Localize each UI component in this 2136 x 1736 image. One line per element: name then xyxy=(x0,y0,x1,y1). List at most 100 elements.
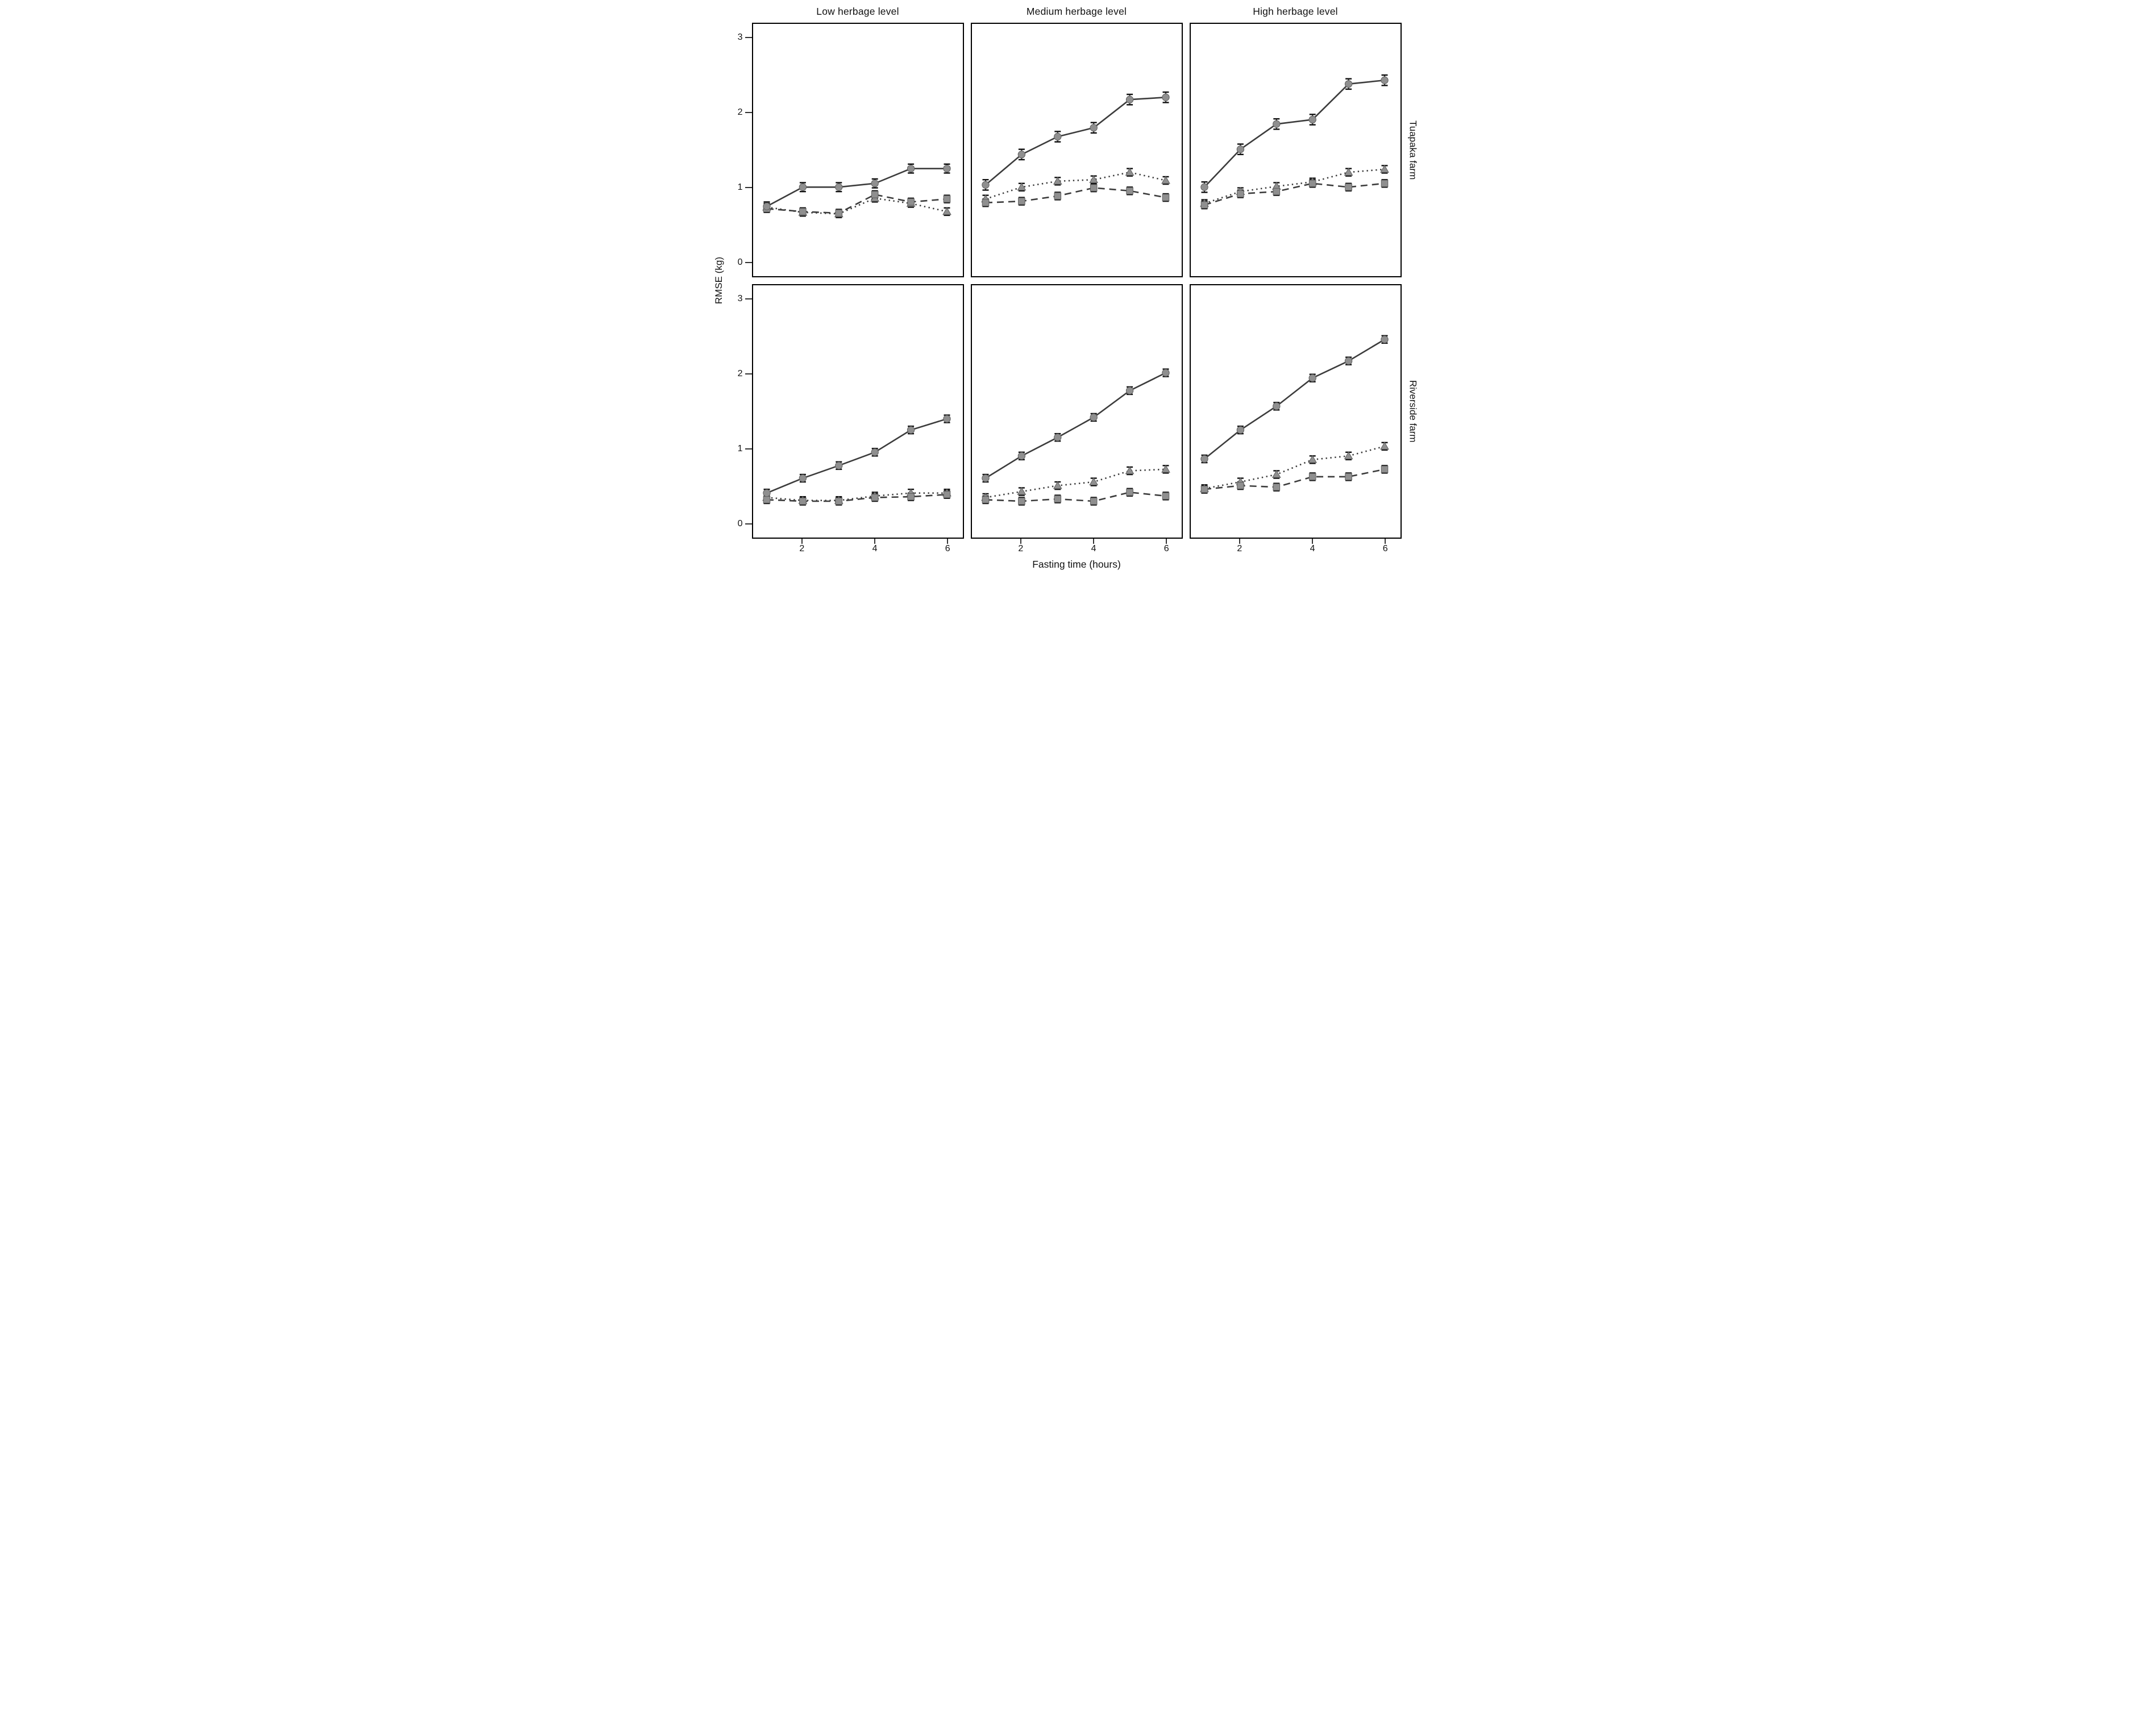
panel-riverside-low xyxy=(751,284,964,539)
marker-square xyxy=(1236,482,1244,489)
marker-circle xyxy=(1200,455,1208,463)
marker-circle xyxy=(1344,357,1352,365)
marker-circle xyxy=(1090,124,1098,132)
marker-circle xyxy=(799,183,807,191)
marker-square xyxy=(943,490,950,498)
marker-circle xyxy=(1236,145,1244,153)
y-tick-mark xyxy=(745,448,752,449)
marker-square xyxy=(1381,180,1388,188)
y-tick-label: 2 xyxy=(737,369,743,379)
marker-circle xyxy=(981,474,990,482)
marker-triangle xyxy=(1053,176,1062,185)
x-tick-mark xyxy=(947,539,949,544)
panel-tuapaka-high xyxy=(1189,23,1402,277)
x-tick-mark xyxy=(801,539,803,544)
panel-plot-area xyxy=(762,163,951,219)
series-line-dotted-triangle xyxy=(766,492,947,502)
series-line-dashed-square xyxy=(985,492,1166,502)
series-line-dashed-square xyxy=(1204,468,1385,490)
marker-square xyxy=(871,191,878,198)
x-tick-mark xyxy=(1312,539,1314,544)
marker-square xyxy=(907,198,915,206)
series-line-solid-circle xyxy=(1203,79,1385,188)
x-tick-label: 2 xyxy=(1237,544,1242,553)
x-tick-mark xyxy=(1020,539,1021,544)
marker-square xyxy=(1017,497,1025,505)
series-line-dashed-square xyxy=(766,193,947,214)
marker-square xyxy=(982,496,989,503)
series-line-solid-circle xyxy=(984,372,1166,479)
x-tick-mark xyxy=(1166,539,1167,544)
marker-triangle xyxy=(1125,168,1134,176)
panel-plot-area xyxy=(980,368,1170,506)
marker-triangle xyxy=(1053,481,1062,489)
series-line-dotted-triangle xyxy=(985,468,1166,498)
marker-circle xyxy=(1200,183,1208,191)
y-tick-label: 3 xyxy=(737,294,743,304)
marker-circle xyxy=(1380,76,1389,84)
panel-riverside-medium xyxy=(970,284,1183,539)
marker-square xyxy=(1054,192,1061,200)
marker-square xyxy=(1308,180,1316,188)
marker-square xyxy=(1273,483,1280,491)
marker-square xyxy=(1200,201,1208,209)
marker-triangle xyxy=(1344,451,1353,460)
marker-triangle xyxy=(1125,466,1134,474)
marker-triangle xyxy=(942,207,951,215)
marker-circle xyxy=(834,183,843,191)
series-line-solid-circle xyxy=(1203,339,1385,460)
marker-triangle xyxy=(1271,469,1281,478)
x-axis-ticks-high: 2 4 6 xyxy=(1190,539,1402,553)
column-header-medium: Medium herbage level xyxy=(971,0,1183,23)
marker-square xyxy=(1308,473,1316,481)
marker-triangle xyxy=(1161,176,1170,184)
marker-square xyxy=(835,209,842,217)
marker-circle xyxy=(907,426,915,434)
panel-tuapaka-low xyxy=(751,23,964,277)
marker-triangle xyxy=(1088,477,1098,485)
marker-triangle xyxy=(1379,164,1389,173)
marker-circle xyxy=(1161,369,1170,377)
y-tick-label: 1 xyxy=(737,443,743,453)
marker-circle xyxy=(1236,426,1244,434)
marker-square xyxy=(982,199,989,207)
marker-square xyxy=(1125,489,1133,496)
y-tick-label: 0 xyxy=(737,518,743,528)
marker-square xyxy=(1200,485,1208,493)
x-tick-mark xyxy=(1385,539,1386,544)
marker-square xyxy=(799,497,807,505)
marker-square xyxy=(907,493,915,501)
column-header-label: Medium herbage level xyxy=(1026,5,1127,17)
x-tick-label: 2 xyxy=(799,544,805,553)
y-axis-ticks-bottom-row: 0 1 2 3 xyxy=(712,284,752,539)
x-tick-mark xyxy=(1239,539,1240,544)
marker-circle xyxy=(1308,374,1316,382)
panel-plot-area xyxy=(762,414,951,506)
marker-square xyxy=(835,497,842,505)
marker-circle xyxy=(1308,115,1316,124)
marker-circle xyxy=(1090,413,1098,422)
series-line-dashed-square xyxy=(766,493,947,502)
y-tick-mark xyxy=(745,261,752,263)
y-tick-label: 1 xyxy=(737,182,743,192)
marker-circle xyxy=(1344,80,1352,88)
row-strip-label: Tuapaka farm xyxy=(1407,120,1419,180)
x-tick-label: 4 xyxy=(1091,544,1096,553)
marker-circle xyxy=(834,461,843,470)
marker-triangle xyxy=(1017,487,1026,495)
marker-circle xyxy=(799,474,807,482)
x-tick-label: 2 xyxy=(1018,544,1024,553)
y-tick-mark xyxy=(745,37,752,39)
marker-square xyxy=(1381,465,1388,473)
column-header-high: High herbage level xyxy=(1190,0,1402,23)
marker-circle xyxy=(762,202,771,210)
marker-circle xyxy=(1053,132,1062,141)
marker-circle xyxy=(1125,386,1133,395)
marker-triangle xyxy=(1088,175,1098,184)
marker-square xyxy=(1162,194,1169,201)
x-tick-mark xyxy=(1093,539,1095,544)
column-header-label: High herbage level xyxy=(1253,5,1338,17)
trellis-figure: Low herbage level Medium herbage level H… xyxy=(712,0,1424,578)
marker-circle xyxy=(1272,120,1281,128)
marker-circle xyxy=(942,164,951,173)
